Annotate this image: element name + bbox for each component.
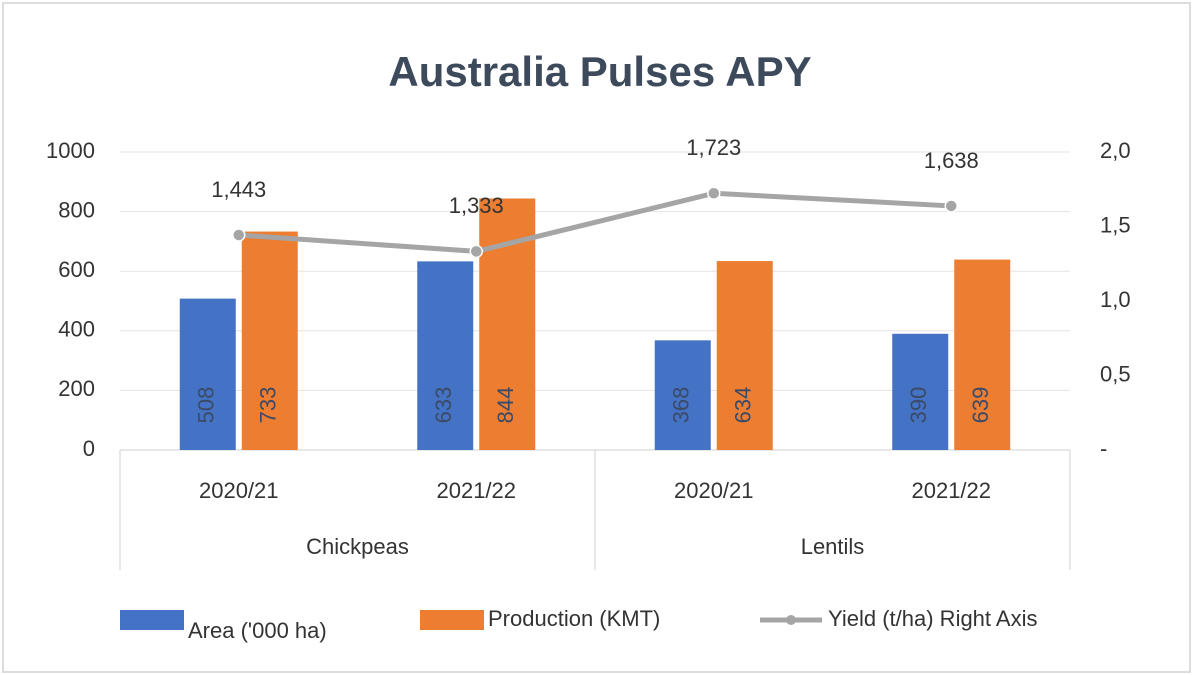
line bbox=[238, 190, 952, 254]
legend-label: Area ('000 ha) bbox=[188, 618, 327, 643]
line-value-label: 1,443 bbox=[211, 177, 266, 202]
y-tick-label: 800 bbox=[58, 197, 95, 222]
y-tick-label: 0 bbox=[83, 436, 95, 461]
x-tick-label: 2020/21 bbox=[674, 478, 754, 503]
y2-tick-label: 0,5 bbox=[1100, 361, 1131, 386]
x-tick-label: 2020/21 bbox=[199, 478, 279, 503]
bar-value-label: 733 bbox=[256, 387, 281, 424]
y2-tick-label: 1,0 bbox=[1100, 287, 1131, 312]
y2-tick-label: - bbox=[1100, 436, 1107, 461]
bar bbox=[654, 340, 711, 450]
bar bbox=[892, 333, 949, 450]
y2-tick-label: 2,0 bbox=[1100, 138, 1131, 163]
line-value-label: 1,333 bbox=[449, 193, 504, 218]
line-value-label: 1,638 bbox=[924, 148, 979, 173]
line-point bbox=[944, 199, 958, 213]
y-tick-label: 400 bbox=[58, 317, 95, 342]
bar bbox=[417, 261, 474, 450]
legend-swatch bbox=[120, 610, 184, 630]
y2-tick-label: 1,5 bbox=[1100, 212, 1131, 237]
y-tick-label: 200 bbox=[58, 376, 95, 401]
group-label: Lentils bbox=[801, 534, 865, 559]
bar-value-label: 639 bbox=[968, 387, 993, 424]
bar bbox=[954, 259, 1011, 450]
legend-swatch-point bbox=[786, 615, 796, 625]
bar-value-label: 633 bbox=[431, 387, 456, 424]
chart-title: Australia Pulses APY bbox=[388, 48, 811, 95]
legend-label: Production (KMT) bbox=[488, 606, 660, 631]
bar-value-label: 508 bbox=[194, 387, 219, 424]
bar-value-label: 390 bbox=[906, 387, 931, 424]
legend-swatch bbox=[420, 610, 484, 630]
line-point bbox=[469, 244, 483, 259]
line-value-label: 1,723 bbox=[686, 135, 741, 160]
bar bbox=[716, 261, 773, 450]
legend-label: Yield (t/ha) Right Axis bbox=[828, 606, 1038, 631]
bar-value-label: 844 bbox=[493, 387, 518, 424]
y-tick-label: 600 bbox=[58, 257, 95, 282]
x-tick-label: 2021/22 bbox=[436, 478, 516, 503]
line-point bbox=[232, 228, 246, 242]
group-label: Chickpeas bbox=[306, 534, 409, 559]
y-tick-label: 1000 bbox=[46, 138, 95, 163]
bar bbox=[179, 298, 236, 450]
x-tick-label: 2021/22 bbox=[911, 478, 991, 503]
bar bbox=[241, 231, 298, 450]
bar-value-label: 368 bbox=[669, 387, 694, 424]
line-point bbox=[707, 186, 721, 201]
bar-value-label: 634 bbox=[731, 387, 756, 424]
